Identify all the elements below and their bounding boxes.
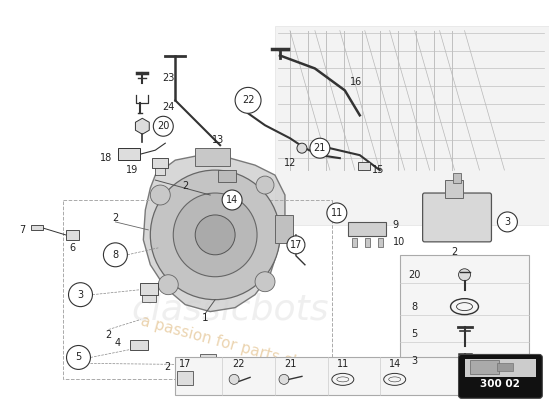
Text: 18: 18 <box>100 153 112 163</box>
Bar <box>200 354 216 364</box>
Bar <box>195 148 230 166</box>
Bar <box>63 200 332 379</box>
Circle shape <box>255 272 275 292</box>
Circle shape <box>279 374 289 384</box>
Bar <box>358 162 370 170</box>
Text: 6: 6 <box>69 243 75 253</box>
Text: 300 02: 300 02 <box>481 379 520 389</box>
Bar <box>130 340 148 350</box>
Text: 2: 2 <box>182 181 188 191</box>
Circle shape <box>173 193 257 277</box>
Bar <box>352 238 357 247</box>
Bar <box>118 148 140 160</box>
Bar <box>142 295 156 302</box>
Text: 12: 12 <box>284 158 296 168</box>
Circle shape <box>158 275 178 295</box>
Text: 8: 8 <box>411 302 417 312</box>
Circle shape <box>256 176 274 194</box>
Bar <box>365 238 370 247</box>
Circle shape <box>67 346 90 370</box>
Bar <box>465 360 536 377</box>
Text: 16: 16 <box>350 78 362 88</box>
Text: 3: 3 <box>504 217 510 227</box>
Text: 5: 5 <box>411 328 418 338</box>
Circle shape <box>222 190 242 210</box>
Text: a passion for parts shop: a passion for parts shop <box>139 313 321 376</box>
Text: 23: 23 <box>162 74 175 84</box>
Bar <box>470 360 499 374</box>
Bar <box>400 255 529 384</box>
Bar <box>218 170 236 182</box>
Text: 5: 5 <box>75 352 81 362</box>
Text: 22: 22 <box>242 95 254 105</box>
Bar <box>348 222 386 236</box>
Circle shape <box>195 215 235 255</box>
Circle shape <box>297 143 307 153</box>
Text: 2: 2 <box>112 213 119 223</box>
Text: 19: 19 <box>126 165 139 175</box>
Text: 2: 2 <box>105 330 112 340</box>
Circle shape <box>459 269 470 281</box>
Bar <box>65 230 80 240</box>
Bar <box>31 225 42 230</box>
Text: 3: 3 <box>411 356 417 366</box>
FancyBboxPatch shape <box>459 354 542 398</box>
Bar <box>155 168 166 175</box>
Text: 2: 2 <box>164 362 170 372</box>
Circle shape <box>153 116 173 136</box>
Text: 21: 21 <box>314 143 326 153</box>
Bar <box>497 364 513 372</box>
Ellipse shape <box>337 377 349 382</box>
Circle shape <box>310 138 330 158</box>
Bar <box>152 158 168 168</box>
Ellipse shape <box>456 303 472 311</box>
Bar <box>177 372 193 385</box>
Text: 8: 8 <box>112 250 118 260</box>
Text: 17: 17 <box>179 360 191 370</box>
Circle shape <box>287 236 305 254</box>
Circle shape <box>103 243 128 267</box>
FancyBboxPatch shape <box>422 193 492 242</box>
Polygon shape <box>144 155 285 312</box>
Text: 24: 24 <box>162 102 175 112</box>
Text: 1: 1 <box>202 312 208 322</box>
Text: 4: 4 <box>114 338 120 348</box>
Ellipse shape <box>389 377 401 382</box>
Text: 2: 2 <box>452 247 458 257</box>
Circle shape <box>229 374 239 384</box>
Bar <box>378 238 383 247</box>
Bar <box>444 180 463 198</box>
Text: 17: 17 <box>290 240 302 250</box>
Bar <box>275 215 293 243</box>
Bar <box>140 283 158 295</box>
Text: 22: 22 <box>232 360 244 370</box>
Bar <box>180 360 202 372</box>
Text: 13: 13 <box>212 135 224 145</box>
Text: 9: 9 <box>393 220 399 230</box>
Text: 7: 7 <box>19 225 26 235</box>
Text: 20: 20 <box>157 121 169 131</box>
Text: 11: 11 <box>331 208 343 218</box>
Circle shape <box>150 185 170 205</box>
Bar <box>453 173 460 183</box>
Bar <box>175 358 460 395</box>
Circle shape <box>327 203 347 223</box>
Text: 14: 14 <box>388 360 401 370</box>
Circle shape <box>150 170 280 300</box>
Text: 21: 21 <box>284 360 296 370</box>
Bar <box>275 26 549 225</box>
Text: 10: 10 <box>393 237 405 247</box>
Text: 3: 3 <box>78 290 84 300</box>
Circle shape <box>235 87 261 113</box>
Text: 20: 20 <box>409 270 421 280</box>
Text: 11: 11 <box>337 360 349 370</box>
Text: 15: 15 <box>372 165 384 175</box>
Circle shape <box>497 212 518 232</box>
Text: classicbots: classicbots <box>131 293 329 327</box>
Text: 14: 14 <box>226 195 238 205</box>
Circle shape <box>69 283 92 307</box>
